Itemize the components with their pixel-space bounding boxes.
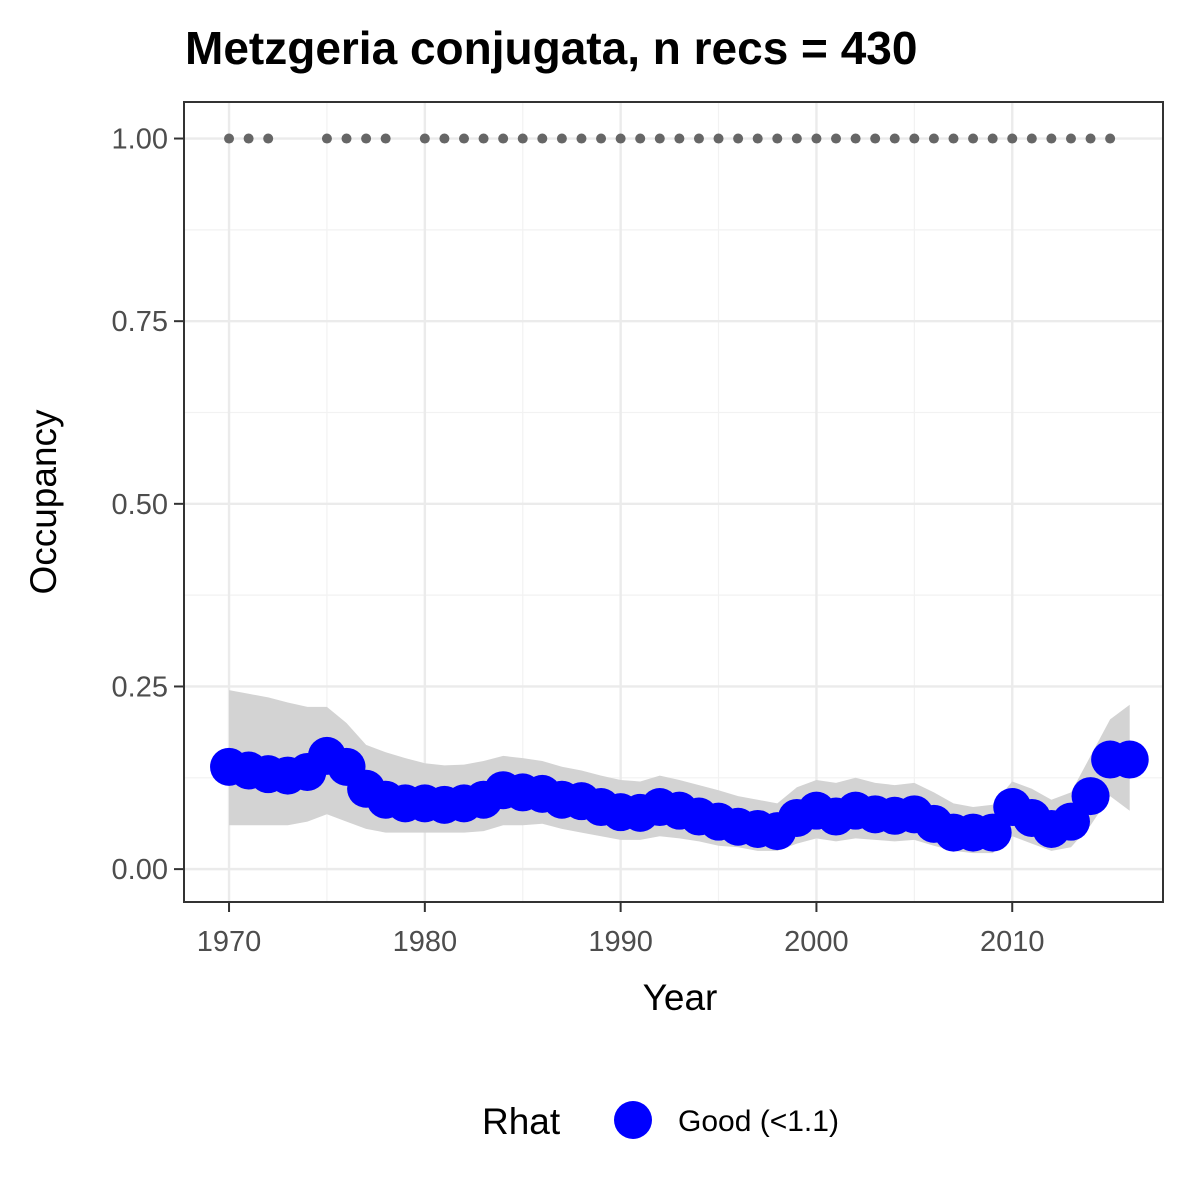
record-year-dot bbox=[968, 133, 979, 144]
record-year-dot bbox=[243, 133, 254, 144]
record-year-dot bbox=[596, 133, 607, 144]
legend-title: Rhat bbox=[482, 1101, 561, 1142]
x-axis-ticks: 1970 1980 1990 2000 2010 bbox=[197, 902, 1045, 958]
record-years-layer bbox=[224, 133, 1116, 144]
record-year-dot bbox=[361, 133, 372, 144]
x-axis-title: Year bbox=[643, 977, 718, 1018]
record-year-dot bbox=[1085, 133, 1096, 144]
record-year-dot bbox=[948, 133, 959, 144]
y-tick-label: 0.50 bbox=[112, 489, 168, 521]
record-year-dot bbox=[733, 133, 744, 144]
record-year-dot bbox=[831, 133, 842, 144]
record-year-dot bbox=[870, 133, 881, 144]
record-year-dot bbox=[537, 133, 548, 144]
record-year-dot bbox=[556, 133, 567, 144]
record-year-dot bbox=[635, 133, 646, 144]
record-year-dot bbox=[713, 133, 724, 144]
record-year-dot bbox=[909, 133, 920, 144]
record-year-dot bbox=[1065, 133, 1076, 144]
x-tick-label: 1970 bbox=[197, 926, 262, 958]
record-year-dot bbox=[478, 133, 489, 144]
y-axis-ticks: 0.00 0.25 0.50 0.75 1.00 bbox=[112, 124, 184, 886]
record-year-dot bbox=[576, 133, 587, 144]
record-year-dot bbox=[419, 133, 430, 144]
x-tick-label: 2000 bbox=[784, 926, 849, 958]
record-year-dot bbox=[674, 133, 685, 144]
record-year-dot bbox=[1007, 133, 1018, 144]
legend-key-good bbox=[614, 1101, 652, 1139]
record-year-dot bbox=[380, 133, 391, 144]
record-year-dot bbox=[889, 133, 900, 144]
x-tick-label: 1980 bbox=[393, 926, 458, 958]
record-year-dot bbox=[1105, 133, 1116, 144]
record-year-dot bbox=[987, 133, 998, 144]
record-year-dot bbox=[850, 133, 861, 144]
record-year-dot bbox=[654, 133, 665, 144]
chart-title: Metzgeria conjugata, n recs = 430 bbox=[185, 22, 917, 74]
record-year-dot bbox=[341, 133, 352, 144]
grid-major bbox=[184, 102, 1163, 902]
y-tick-label: 0.25 bbox=[112, 671, 168, 703]
record-year-dot bbox=[791, 133, 802, 144]
record-year-dot bbox=[224, 133, 235, 144]
estimate-point bbox=[1071, 777, 1110, 816]
record-year-dot bbox=[517, 133, 528, 144]
y-tick-label: 0.75 bbox=[112, 306, 168, 338]
estimate-point bbox=[1110, 740, 1149, 779]
estimate-points-layer bbox=[210, 736, 1149, 852]
record-year-dot bbox=[693, 133, 704, 144]
record-year-dot bbox=[752, 133, 763, 144]
record-year-dot bbox=[772, 133, 783, 144]
record-year-dot bbox=[263, 133, 274, 144]
record-year-dot bbox=[1026, 133, 1037, 144]
record-year-dot bbox=[458, 133, 469, 144]
record-year-dot bbox=[811, 133, 822, 144]
y-axis-title: Occupancy bbox=[23, 409, 64, 595]
record-year-dot bbox=[439, 133, 450, 144]
record-year-dot bbox=[498, 133, 509, 144]
y-tick-label: 1.00 bbox=[112, 124, 168, 156]
record-year-dot bbox=[1046, 133, 1057, 144]
legend-label-good: Good (<1.1) bbox=[678, 1105, 839, 1138]
record-year-dot bbox=[615, 133, 626, 144]
record-year-dot bbox=[321, 133, 332, 144]
x-tick-label: 2010 bbox=[980, 926, 1045, 958]
plot-panel-border bbox=[183, 101, 1164, 903]
x-tick-label: 1990 bbox=[588, 926, 653, 958]
legend: Rhat Good (<1.1) bbox=[482, 1101, 839, 1142]
record-year-dot bbox=[928, 133, 939, 144]
y-tick-label: 0.00 bbox=[112, 854, 168, 886]
